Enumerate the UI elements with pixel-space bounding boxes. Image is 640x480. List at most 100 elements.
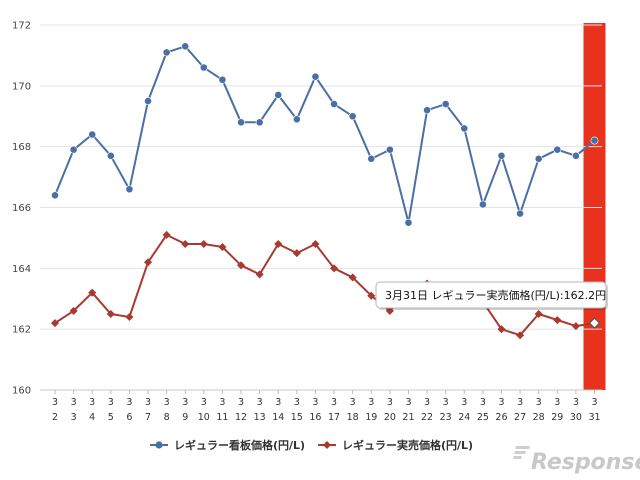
data-point [571, 151, 580, 160]
data-point [330, 100, 338, 108]
legend-item-2: レギュラー実売価格(円/L) [318, 438, 473, 452]
x-tick-month: 3 [331, 397, 337, 408]
x-tick-day: 8 [164, 412, 170, 423]
legend-swatch-marker [323, 441, 331, 449]
tooltip-layer: 3月31日 レギュラー実売価格(円/L):162.2円 [375, 281, 608, 310]
x-tick-day: 24 [458, 412, 470, 423]
legend-item-1: レギュラー看板価格(円/L) [150, 438, 305, 452]
data-point [497, 325, 506, 334]
watermark-logo: Response. [513, 446, 640, 475]
x-tick-month: 3 [480, 397, 486, 408]
x-tick-month: 3 [257, 397, 263, 408]
x-tick-month: 3 [368, 397, 374, 408]
y-tick-label: 166 [12, 203, 31, 214]
x-tick-day: 31 [588, 412, 600, 423]
x-tick-month: 3 [424, 397, 430, 408]
x-tick-day: 15 [291, 412, 303, 423]
x-tick-month: 3 [164, 397, 170, 408]
x-tick-month: 3 [591, 397, 597, 408]
data-point [534, 154, 543, 163]
tooltip-box [375, 281, 607, 309]
data-point [534, 309, 543, 318]
x-tick-month: 3 [312, 397, 318, 408]
data-point [237, 261, 246, 270]
data-point [162, 48, 171, 57]
data-point [143, 258, 153, 267]
data-point [441, 100, 450, 108]
data-point [571, 322, 580, 331]
series-line [54, 233, 595, 337]
y-tick-label: 162 [12, 325, 31, 336]
x-tick-day: 13 [254, 412, 266, 423]
x-tick-day: 23 [440, 412, 452, 423]
x-tick-day: 26 [495, 412, 507, 423]
x-tick-month: 3 [443, 397, 449, 408]
y-tick-label: 170 [12, 81, 31, 92]
data-point [553, 316, 562, 325]
y-tick-label: 172 [12, 21, 31, 32]
data-point [199, 239, 208, 249]
data-point [50, 319, 60, 328]
highlight-band [583, 23, 606, 390]
x-tick-day: 14 [272, 412, 284, 423]
x-tick-day: 19 [365, 412, 377, 423]
x-tick-month: 3 [108, 397, 114, 408]
legend-label: レギュラー実売価格(円/L) [342, 438, 473, 452]
data-point [516, 209, 524, 218]
x-tick-month: 3 [182, 397, 188, 408]
data-point [69, 306, 78, 315]
x-tick-day: 17 [328, 412, 340, 423]
x-tick-month: 3 [573, 397, 579, 408]
data-point [274, 91, 283, 99]
x-tick-month: 3 [294, 397, 300, 408]
x-tick-day: 22 [421, 412, 433, 423]
x-tick-month: 3 [126, 397, 132, 408]
x-tick-month: 3 [275, 397, 281, 408]
x-tick-month: 3 [238, 397, 244, 408]
y-tick-label: 160 [12, 386, 31, 397]
x-tick-month: 3 [405, 397, 411, 408]
data-point [478, 200, 487, 209]
data-point [348, 273, 357, 282]
x-tick-day: 21 [402, 412, 414, 423]
data-point [460, 124, 469, 133]
data-point [162, 230, 171, 239]
x-tick-day: 28 [533, 412, 545, 423]
x-tick-day: 4 [89, 412, 95, 423]
x-tick-month: 3 [517, 397, 523, 408]
data-point [516, 331, 525, 340]
legend: レギュラー看板価格(円/L) レギュラー実売価格(円/L) [150, 438, 473, 452]
data-point [497, 151, 506, 160]
data-point [255, 118, 264, 127]
legend-swatch-marker [155, 441, 163, 449]
x-tick-month: 3 [461, 397, 467, 408]
x-tick-day: 25 [477, 412, 489, 423]
x-tick-month: 3 [536, 397, 542, 408]
series-1 [51, 42, 599, 227]
series-line [54, 45, 596, 224]
x-tick-day: 5 [108, 412, 114, 423]
data-point [125, 312, 134, 322]
data-point [125, 185, 134, 194]
legend-label: レギュラー看板価格(円/L) [174, 438, 305, 452]
x-tick-day: 20 [384, 412, 396, 423]
data-point [69, 145, 78, 154]
data-point [367, 154, 376, 163]
x-tick-day: 27 [514, 412, 526, 423]
y-axis-ticks: 160 162 164 166 168 170 172 [12, 21, 31, 397]
data-point [385, 306, 394, 315]
data-point [106, 309, 115, 318]
x-tick-day: 16 [309, 412, 321, 423]
data-point [51, 191, 59, 200]
data-point [218, 243, 227, 252]
x-tick-month: 3 [201, 397, 207, 408]
x-tick-month: 3 [89, 397, 95, 408]
x-tick-month: 3 [498, 397, 504, 408]
watermark-text: Response. [531, 450, 640, 475]
data-point [404, 218, 413, 227]
x-tick-day: 11 [216, 412, 228, 423]
data-point [181, 42, 190, 51]
x-tick-day: 30 [570, 412, 582, 423]
x-tick-day: 12 [235, 412, 247, 423]
